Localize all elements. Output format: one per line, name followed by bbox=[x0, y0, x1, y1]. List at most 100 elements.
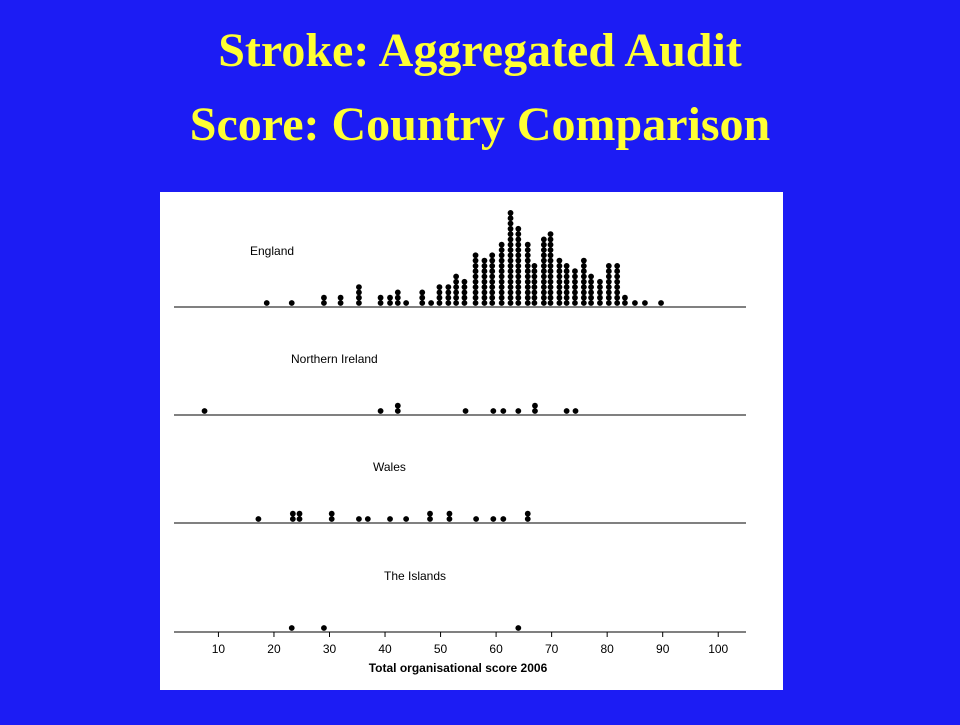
dot bbox=[614, 263, 621, 269]
dot bbox=[427, 510, 433, 517]
dot bbox=[445, 289, 452, 296]
x-tick-label: 20 bbox=[267, 642, 281, 656]
dot bbox=[563, 284, 570, 290]
dot bbox=[515, 247, 522, 253]
dot bbox=[524, 294, 531, 301]
dot bbox=[531, 268, 538, 275]
dot bbox=[328, 516, 335, 522]
title-line: Stroke: Aggregated Audit bbox=[218, 24, 742, 77]
dot bbox=[580, 278, 587, 285]
dot bbox=[614, 294, 621, 301]
dot bbox=[515, 236, 522, 243]
dot bbox=[288, 300, 295, 306]
dot bbox=[556, 278, 563, 285]
dot bbox=[515, 241, 522, 248]
x-tick-label: 70 bbox=[545, 642, 559, 656]
dot bbox=[507, 278, 514, 285]
dot bbox=[472, 268, 479, 275]
dot bbox=[614, 289, 621, 296]
dot bbox=[531, 278, 538, 285]
dot bbox=[498, 257, 505, 264]
dot bbox=[255, 516, 262, 522]
dot bbox=[524, 241, 531, 248]
dot bbox=[614, 268, 621, 275]
dot bbox=[481, 289, 488, 296]
dot bbox=[588, 294, 594, 301]
dot bbox=[597, 278, 603, 285]
dot bbox=[403, 300, 410, 306]
dot bbox=[524, 268, 531, 275]
dot bbox=[597, 300, 603, 306]
dot bbox=[453, 278, 460, 285]
dot bbox=[472, 263, 479, 269]
dot bbox=[472, 300, 479, 306]
dot bbox=[461, 278, 468, 285]
dot bbox=[472, 252, 479, 259]
dot bbox=[453, 284, 460, 290]
dot bbox=[489, 273, 496, 280]
dot bbox=[632, 300, 638, 306]
dot bbox=[547, 278, 554, 285]
dot bbox=[436, 289, 443, 296]
dot bbox=[572, 284, 578, 290]
dot bbox=[642, 300, 648, 306]
dot bbox=[540, 300, 547, 306]
dot bbox=[622, 300, 628, 306]
dot bbox=[507, 231, 514, 238]
dot bbox=[419, 289, 426, 296]
dot bbox=[461, 289, 468, 296]
dot bbox=[507, 284, 514, 290]
dot bbox=[489, 257, 496, 264]
dot bbox=[540, 252, 547, 259]
dot bbox=[540, 236, 547, 243]
dot bbox=[507, 225, 514, 232]
dot bbox=[524, 510, 531, 517]
dot bbox=[547, 289, 554, 296]
dot bbox=[531, 273, 538, 280]
dot bbox=[556, 273, 563, 280]
dot bbox=[532, 408, 538, 414]
x-axis-title: Total organisational score 2006 bbox=[369, 661, 548, 675]
dot bbox=[507, 300, 514, 306]
dot bbox=[445, 284, 452, 290]
dot bbox=[572, 268, 578, 275]
dot bbox=[481, 294, 488, 301]
dot bbox=[547, 294, 554, 301]
dot bbox=[377, 408, 384, 414]
dot bbox=[515, 273, 522, 280]
dot bbox=[489, 294, 496, 301]
dot bbox=[453, 294, 460, 301]
dot bbox=[563, 408, 570, 414]
dot bbox=[356, 284, 362, 290]
dot bbox=[461, 294, 468, 301]
dot bbox=[531, 294, 538, 301]
dot bbox=[614, 284, 621, 290]
dot bbox=[498, 252, 505, 259]
dot bbox=[446, 516, 453, 522]
dot bbox=[321, 294, 327, 301]
dot bbox=[321, 625, 327, 631]
dot bbox=[472, 289, 479, 296]
dot bbox=[580, 263, 587, 269]
x-tick-label: 10 bbox=[212, 642, 226, 656]
dot bbox=[461, 284, 468, 290]
dot bbox=[489, 252, 496, 259]
dot bbox=[622, 294, 628, 301]
dot bbox=[377, 300, 384, 306]
dot bbox=[428, 300, 435, 306]
dot bbox=[507, 257, 514, 264]
dot bbox=[507, 273, 514, 280]
dot bbox=[427, 516, 433, 522]
dot bbox=[515, 278, 522, 285]
dot bbox=[614, 273, 621, 280]
dot bbox=[597, 289, 603, 296]
dot bbox=[563, 268, 570, 275]
dot bbox=[472, 294, 479, 301]
dot bbox=[337, 294, 344, 301]
dot bbox=[515, 300, 522, 306]
dot bbox=[540, 294, 547, 301]
dot bbox=[531, 284, 538, 290]
dot bbox=[481, 263, 488, 269]
dot bbox=[547, 273, 554, 280]
dot bbox=[436, 294, 443, 301]
